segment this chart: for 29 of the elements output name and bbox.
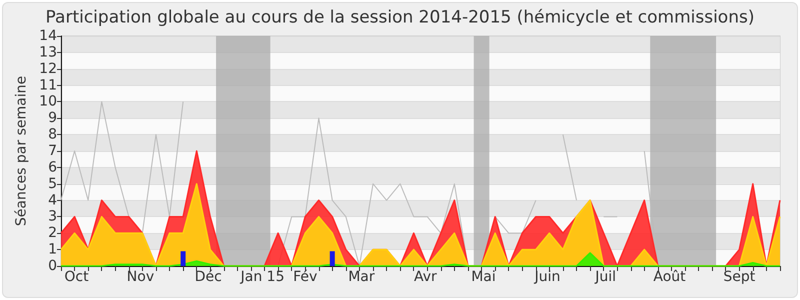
y-tick-label: 3 xyxy=(48,208,57,225)
x-tick-label: Nov xyxy=(126,269,154,285)
x-tick-label: Oct xyxy=(64,269,90,285)
y-tick-label: 2 xyxy=(48,225,57,242)
y-tick-label: 5 xyxy=(48,176,57,192)
y-tick-label: 7 xyxy=(48,143,57,159)
x-tick-label: Déc xyxy=(194,269,222,285)
x-tick-label: Fév xyxy=(293,269,318,285)
y-tick-label: 1 xyxy=(48,242,57,258)
y-tick-label: 11 xyxy=(39,77,57,94)
chart-title: Participation globale au cours de la session 2014-2015 (hémicycle et commissions) xyxy=(46,8,754,28)
x-tick-label: Sept xyxy=(723,269,756,285)
x-tick-label: Juil xyxy=(594,269,616,285)
x-tick-label: Août xyxy=(653,269,686,285)
x-tick-label: Jan 15 xyxy=(240,269,284,285)
y-tick-label: 14 xyxy=(39,28,58,44)
x-tick-label: Avr xyxy=(414,269,437,285)
y-tick-label: 4 xyxy=(48,192,58,208)
x-tick-label: Mai xyxy=(471,269,496,285)
y-tick-label: 6 xyxy=(48,159,58,176)
y-axis-title: Séances par semaine xyxy=(13,76,30,226)
x-tick-label: Mar xyxy=(348,269,375,285)
y-tick-label: 8 xyxy=(48,126,57,143)
y-tick-label: 0 xyxy=(48,258,57,274)
x-tick-label: Juin xyxy=(534,269,560,285)
y-tick-label: 13 xyxy=(39,44,57,60)
y-tick-label: 10 xyxy=(39,94,57,110)
y-tick-label: 12 xyxy=(39,60,57,77)
y-tick-label: 9 xyxy=(48,110,57,126)
